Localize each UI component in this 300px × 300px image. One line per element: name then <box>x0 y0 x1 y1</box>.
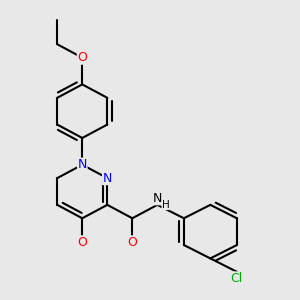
Text: Cl: Cl <box>231 272 243 285</box>
Text: N: N <box>153 192 162 205</box>
Text: O: O <box>77 236 87 249</box>
Text: N: N <box>103 172 112 184</box>
Text: N: N <box>78 158 87 171</box>
Text: O: O <box>77 51 87 64</box>
Text: H: H <box>162 200 170 210</box>
Text: O: O <box>128 236 137 249</box>
